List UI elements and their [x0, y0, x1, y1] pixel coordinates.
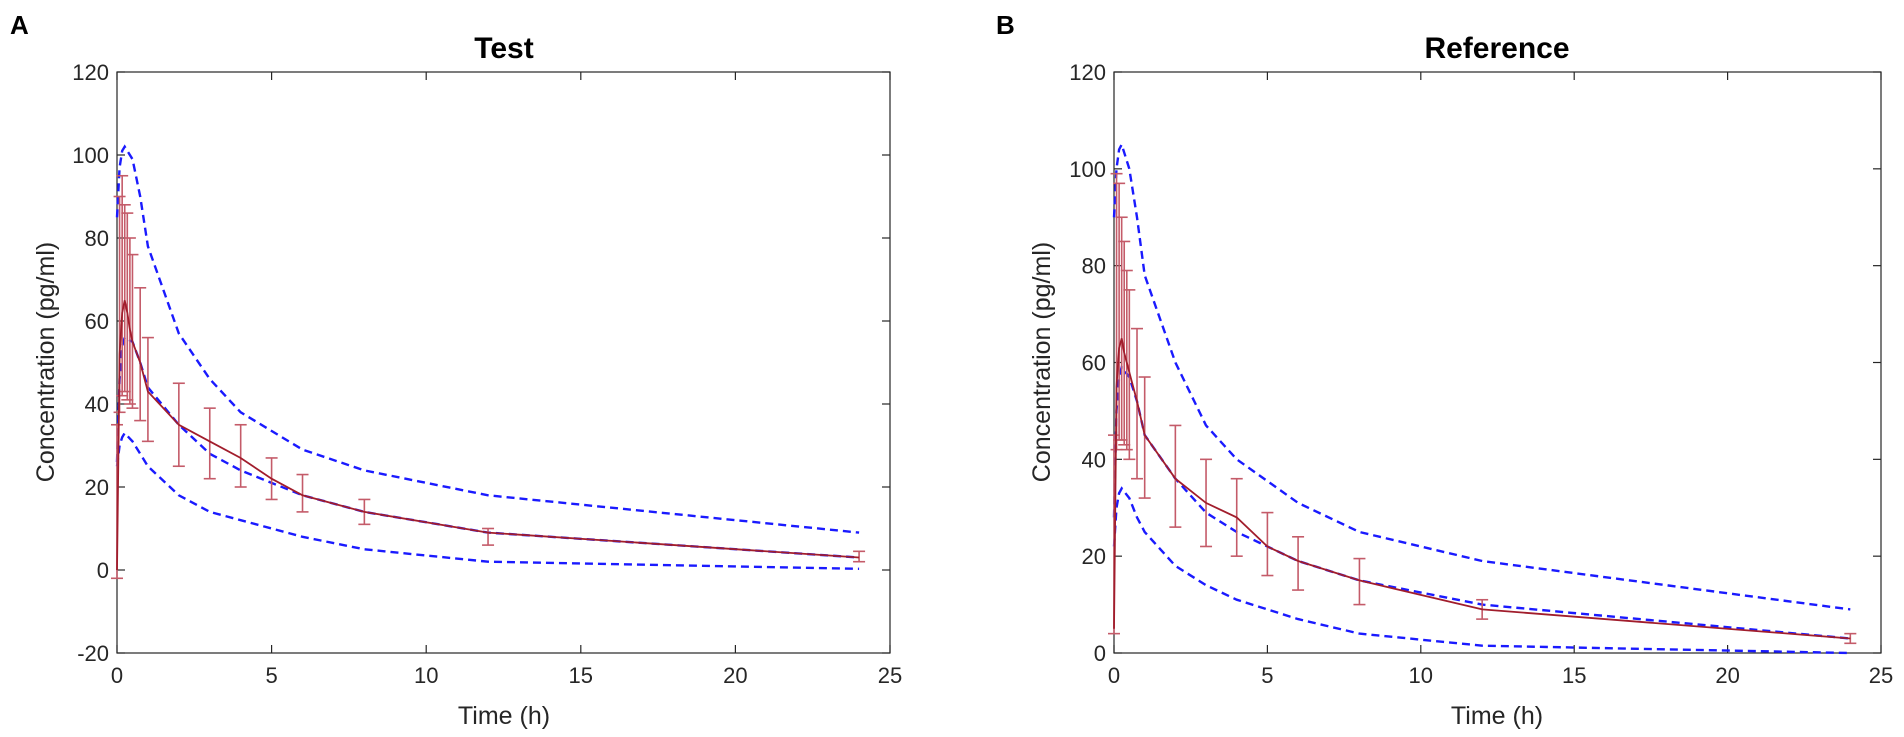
x-tick-label: 5	[265, 663, 277, 688]
chart-title: Reference	[1424, 32, 1569, 65]
plot-series	[1108, 141, 1857, 655]
y-tick-label: 0	[97, 558, 109, 583]
error-bar	[118, 204, 131, 393]
prediction-lower-line	[115, 431, 860, 570]
error-bar	[482, 527, 495, 546]
error-bar	[1115, 216, 1128, 441]
error-bar	[1138, 376, 1151, 499]
error-bar	[1169, 424, 1182, 528]
x-tick-label: 20	[723, 663, 747, 688]
x-tick-label: 20	[1715, 663, 1739, 688]
y-tick-label: 100	[72, 143, 109, 168]
observed-mean-line	[1113, 338, 1851, 640]
error-bar	[1292, 535, 1305, 591]
chart-title: Test	[474, 32, 533, 65]
y-tick-label: 120	[72, 60, 109, 85]
panel-label: A	[10, 10, 29, 40]
y-tick-label: 120	[1069, 60, 1106, 85]
y-tick-label: 60	[1082, 351, 1106, 376]
x-axis-label: Time (h)	[1451, 702, 1543, 730]
plot-frame	[1113, 71, 1882, 654]
observed-mean-line	[116, 300, 860, 571]
error-bar	[123, 237, 136, 405]
y-tick-label: 20	[1082, 544, 1106, 569]
error-bar	[1353, 557, 1366, 606]
y-tick-label: 20	[85, 475, 109, 500]
error-bar	[234, 423, 247, 488]
y-tick-label: 40	[1082, 447, 1106, 472]
y-tick-label: 100	[1069, 157, 1106, 182]
prediction-upper-line	[1112, 141, 1851, 611]
error-bar	[853, 550, 866, 563]
panel-label: B	[996, 10, 1015, 40]
x-tick-label: 25	[878, 663, 902, 688]
y-tick-label: 60	[85, 309, 109, 334]
x-tick-label: 15	[569, 663, 593, 688]
y-axis-label: Concentration (pg/ml)	[1028, 242, 1056, 482]
y-tick-label: 40	[85, 392, 109, 417]
x-tick-label: 0	[1108, 663, 1120, 688]
plot-frame	[116, 71, 891, 654]
error-bar	[203, 407, 216, 480]
x-tick-label: 10	[414, 663, 438, 688]
y-tick-label: 80	[85, 226, 109, 251]
error-bar	[126, 253, 139, 409]
error-bar	[121, 212, 134, 401]
panel-reference: B Reference 0 5 10 15 20 25 0 20 40 60 80 100 120 Ti…	[996, 10, 1893, 730]
error-bar	[1261, 511, 1274, 577]
axis-ticks: 0 5 10 15 20 25 0 20 40 60 80 100 120	[1069, 60, 1893, 688]
error-bar	[134, 286, 147, 422]
x-tick-label: 5	[1261, 663, 1273, 688]
error-bar	[1844, 632, 1857, 645]
x-tick-label: 15	[1562, 663, 1586, 688]
error-bar	[296, 473, 309, 513]
prediction-upper-line	[115, 144, 860, 534]
x-axis-label: Time (h)	[458, 702, 550, 730]
plot-series	[111, 144, 866, 580]
y-tick-label: -20	[77, 641, 109, 666]
x-tick-label: 0	[111, 663, 123, 688]
y-tick-label: 80	[1082, 254, 1106, 279]
prediction-lower-line	[1112, 486, 1851, 655]
y-tick-label: 0	[1094, 641, 1106, 666]
x-tick-label: 25	[1869, 663, 1893, 688]
y-axis-label: Concentration (pg/ml)	[32, 242, 60, 482]
error-bar	[1118, 240, 1131, 446]
x-tick-label: 10	[1409, 663, 1433, 688]
